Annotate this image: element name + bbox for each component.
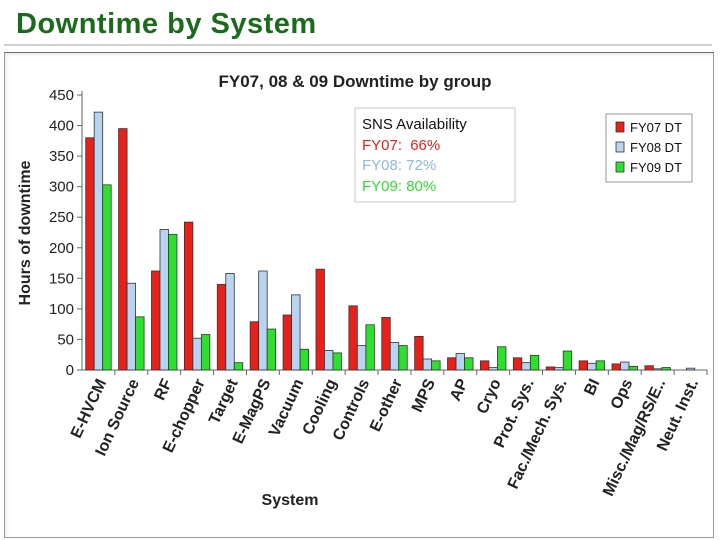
y-tick-label: 150 (49, 270, 74, 287)
slide-title: Downtime by System (16, 8, 317, 40)
bar-fy08-dt (455, 353, 465, 371)
bar-fy08-dt (685, 367, 696, 371)
bar-fy09-dt (299, 348, 309, 371)
bar-fy08-dt (488, 367, 498, 371)
bar-fy08-dt (225, 273, 235, 371)
bar-fy07-dt (282, 314, 292, 371)
bar-fy09-dt (332, 352, 342, 371)
bar-fy07-dt (414, 335, 424, 371)
bar-fy08-dt (653, 368, 663, 371)
annotation-fy07: FY07: 66% (362, 137, 440, 154)
legend-label: FY07 DT (630, 120, 682, 135)
y-tick-label: 400 (49, 118, 74, 135)
chart-title: FY07, 08 & 09 Downtime by group (218, 72, 491, 91)
annotation-fy07-value: 66% (410, 137, 440, 154)
y-tick-label: 350 (49, 148, 74, 165)
bar-fy09-dt (595, 360, 606, 371)
bar-fy09-dt (497, 346, 507, 371)
y-tick-label: 50 (57, 331, 74, 348)
annotation-fy09-value: 80% (406, 178, 436, 195)
bar-fy08-dt (324, 350, 334, 371)
bar-fy09-dt (529, 354, 540, 371)
bar-fy07-dt (118, 128, 128, 371)
bar-fy07-dt (545, 366, 556, 371)
y-tick-label: 250 (49, 209, 74, 226)
bar-fy08-dt (521, 362, 531, 371)
bar-fy09-dt (168, 233, 178, 371)
bar-fy09-dt (233, 362, 244, 371)
bar-fy07-dt (447, 357, 457, 371)
bar-fy09-dt (365, 324, 375, 371)
x-tick-label: BI (581, 377, 603, 399)
bar-fy09-dt (398, 345, 408, 371)
annotation-fy08: FY08: 72% (362, 157, 436, 174)
annotation-fy07-label: FY07: (362, 137, 402, 154)
chart-legend: FY07 DT FY08 DT FY09 DT (605, 113, 693, 183)
bar-fy08-dt (356, 345, 367, 371)
bar-fy08-dt (93, 111, 104, 371)
legend-label: FY08 DT (630, 140, 682, 155)
legend-swatch (615, 121, 625, 133)
legend-swatch (615, 161, 625, 173)
bar-fy07-dt (578, 360, 589, 371)
annotation-heading: SNS Availability (362, 116, 467, 133)
annotation-fy09-label: FY09: (362, 178, 402, 195)
legend-swatch (615, 141, 625, 153)
bar-fy07-dt (480, 360, 490, 371)
bar-fy07-dt (216, 284, 227, 371)
bar-fy08-dt (126, 282, 136, 371)
annotation-fy08-value: 72% (406, 157, 436, 174)
bar-fy09-dt (628, 365, 638, 371)
bar-fy08-dt (291, 294, 301, 371)
bar-fy09-dt (464, 357, 474, 371)
bar-fy08-dt (554, 367, 564, 371)
bar-fy07-dt (512, 357, 523, 371)
y-axis-label: Hours of downtime (17, 160, 34, 305)
bar-fy07-dt (315, 268, 325, 371)
bar-fy09-dt (102, 184, 112, 371)
y-tick-label: 200 (49, 240, 74, 257)
bar-fy07-dt (183, 221, 194, 371)
annotation-fy09: FY09: 80% (362, 178, 436, 195)
availability-annotation: SNS Availability FY07: 66% FY08: 72% FY0… (354, 107, 516, 203)
bar-fy09-dt (200, 334, 211, 371)
bar-fy07-dt (249, 321, 260, 371)
bar-fy09-dt (431, 360, 441, 371)
annotation-fy08-label: FY08: (362, 157, 402, 174)
y-tick-label: 0 (66, 362, 74, 379)
bar-fy08-dt (258, 270, 268, 371)
y-tick-label: 300 (49, 179, 74, 196)
bar-fy09-dt (562, 350, 573, 371)
bar-fy08-dt (389, 342, 400, 371)
bar-fy08-dt (192, 337, 202, 371)
bar-fy08-dt (422, 358, 433, 371)
bar-fy07-dt (85, 137, 95, 371)
bar-fy07-dt (348, 305, 358, 371)
annotation-box (354, 107, 516, 203)
bar-fy07-dt (611, 363, 621, 371)
bar-fy07-dt (151, 270, 161, 371)
y-tick-label: 450 (49, 87, 74, 104)
bar-fy08-dt (159, 229, 169, 371)
bar-fy09-dt (661, 367, 671, 371)
bar-fy09-dt (135, 316, 145, 371)
bar-fy07-dt (644, 365, 654, 371)
bar-fy09-dt (266, 328, 277, 371)
bar-fy08-dt (620, 361, 630, 371)
y-tick-label: 100 (49, 301, 74, 318)
legend-label: FY09 DT (630, 160, 682, 175)
x-axis-label: System (262, 492, 319, 509)
title-divider (4, 44, 712, 46)
bar-fy08-dt (587, 362, 597, 371)
bar-fy07-dt (381, 317, 391, 371)
